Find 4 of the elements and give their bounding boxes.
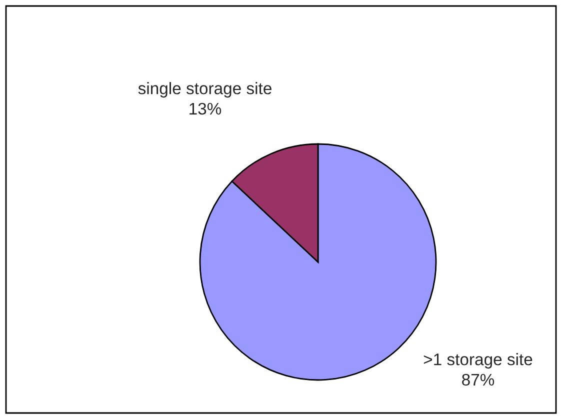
slice-label: single storage site [138,82,272,98]
slice-label: >1 storage site [424,353,532,369]
data-label: 13% [190,102,222,115]
data-label: 87% [462,374,494,386]
